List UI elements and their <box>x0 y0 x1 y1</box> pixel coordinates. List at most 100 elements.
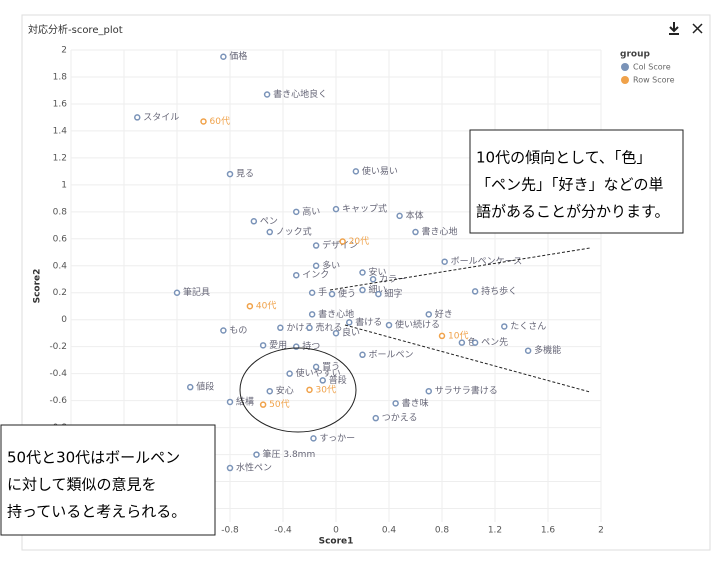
y-tick-label: 1.2 <box>53 153 67 163</box>
point-label: 書き心地 <box>318 308 354 320</box>
point-label: インク <box>302 270 329 281</box>
point <box>173 289 181 296</box>
point <box>458 339 466 346</box>
point-label: 持つ <box>302 340 320 352</box>
point-label: 普段 <box>329 374 347 386</box>
annotation-box <box>469 129 684 234</box>
point <box>310 435 317 442</box>
point-label: 多い <box>322 259 340 271</box>
point-label: デザイン <box>322 239 358 251</box>
point-label: 使う <box>338 288 356 300</box>
point-label: 良い <box>342 327 360 339</box>
point-label: 細字 <box>384 288 402 300</box>
x-tick-label: 0.4 <box>382 526 397 536</box>
y-tick-label: 1 <box>61 180 67 190</box>
point-label: 使い続ける <box>395 319 440 331</box>
point <box>226 464 234 472</box>
point-label: ノック式 <box>276 226 312 238</box>
point <box>277 324 284 332</box>
point <box>220 327 227 334</box>
point <box>187 383 194 391</box>
y-tick-label: 0.4 <box>53 261 68 271</box>
point <box>425 387 432 395</box>
point <box>375 290 382 298</box>
point-label: ペン <box>260 217 278 227</box>
point <box>319 377 326 384</box>
x-tick-label: 1.2 <box>488 526 502 536</box>
point-label: 好き <box>435 308 453 320</box>
point <box>359 286 366 294</box>
point-label: 安い <box>369 266 387 278</box>
legend-title: group <box>620 50 650 60</box>
download-icon[interactable] <box>669 22 679 35</box>
point <box>266 387 273 395</box>
pointer-line <box>344 324 591 393</box>
point <box>396 212 403 220</box>
point-label: 安心 <box>276 385 294 397</box>
point <box>306 324 313 332</box>
point-label: もの <box>229 325 247 336</box>
point <box>246 302 254 310</box>
x-tick-label: 0 <box>333 526 339 536</box>
legend-marker <box>621 63 629 71</box>
point <box>471 288 479 295</box>
point-label: 手 <box>318 286 327 298</box>
y-tick-label: -0.4 <box>49 369 67 379</box>
point <box>226 398 234 406</box>
point <box>266 228 273 236</box>
point-label: 60代 <box>210 116 230 127</box>
y-tick-label: 1.4 <box>53 126 68 136</box>
point-label: ペン先 <box>481 336 508 348</box>
close-icon[interactable] <box>692 23 703 34</box>
point-label: 買う <box>322 361 340 372</box>
point <box>352 168 360 175</box>
point-label: スタイル <box>143 112 179 123</box>
point <box>332 205 340 213</box>
point <box>359 269 366 276</box>
y-tick-label: 2 <box>61 46 67 56</box>
point-label: たくさん <box>510 321 546 332</box>
y-axis-title: Score2 <box>33 269 43 304</box>
y-tick-label: 0.2 <box>53 288 67 298</box>
y-tick-label: -0.2 <box>49 342 67 352</box>
point <box>339 238 346 245</box>
point <box>471 339 479 346</box>
point <box>308 311 316 318</box>
point-label: 書き心地良く <box>273 88 327 100</box>
annotation-text: 10代の傾向として、「色」 <box>476 149 651 167</box>
point <box>369 276 377 283</box>
x-tick-label: -0.4 <box>274 526 292 536</box>
point <box>359 351 366 359</box>
point-label: 筆記具 <box>183 286 210 298</box>
point-label: かける <box>286 322 313 333</box>
point-label: 30代 <box>316 384 336 395</box>
point <box>328 290 336 298</box>
point-label: 使い易い <box>362 165 398 177</box>
point-label: すっかー <box>319 433 355 444</box>
annotation-text: 「ペン先」「好き」などの単 <box>476 176 664 194</box>
point <box>134 114 141 121</box>
point-label: 高い <box>302 205 320 217</box>
point <box>308 289 316 296</box>
x-tick-label: 1.6 <box>541 526 556 536</box>
point-label: 価格 <box>229 50 247 62</box>
point <box>250 218 258 225</box>
point-label: 書ける <box>355 316 382 328</box>
point-label: サラサラ書ける <box>435 385 498 397</box>
point-label: ボールペンケース <box>451 256 523 267</box>
point <box>293 271 300 279</box>
pointer-line <box>329 247 591 291</box>
point <box>259 401 267 408</box>
point <box>425 311 432 318</box>
point-label: 本体 <box>406 209 424 221</box>
point <box>263 91 271 98</box>
panel-title: 対応分析-score_plot <box>28 23 123 36</box>
point <box>346 319 353 326</box>
point-label: カラー <box>379 274 406 285</box>
x-tick-label: -0.8 <box>221 526 239 536</box>
point-label: 20代 <box>349 236 369 247</box>
point-label: 書き味 <box>402 397 429 409</box>
point <box>385 321 393 329</box>
point-label: 細い <box>369 284 387 296</box>
